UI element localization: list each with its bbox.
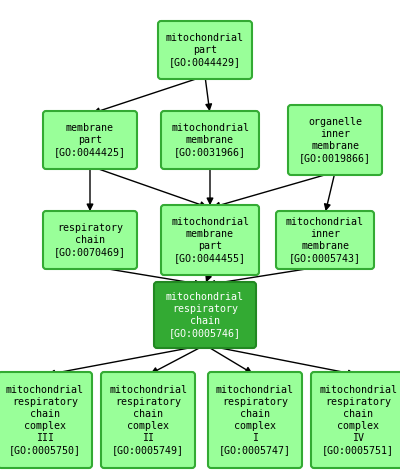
- Text: organelle
inner
membrane
[GO:0019866]: organelle inner membrane [GO:0019866]: [299, 117, 371, 163]
- Text: mitochondrial
membrane
[GO:0031966]: mitochondrial membrane [GO:0031966]: [171, 123, 249, 157]
- Text: mitochondrial
membrane
part
[GO:0044455]: mitochondrial membrane part [GO:0044455]: [171, 217, 249, 263]
- FancyBboxPatch shape: [276, 211, 374, 269]
- FancyBboxPatch shape: [0, 372, 92, 468]
- Text: mitochondrial
respiratory
chain
complex
II
[GO:0005749]: mitochondrial respiratory chain complex …: [109, 385, 187, 455]
- FancyBboxPatch shape: [154, 282, 256, 348]
- Text: mitochondrial
respiratory
chain
complex
I
[GO:0005747]: mitochondrial respiratory chain complex …: [216, 385, 294, 455]
- FancyBboxPatch shape: [208, 372, 302, 468]
- FancyBboxPatch shape: [101, 372, 195, 468]
- Text: mitochondrial
respiratory
chain
complex
IV
[GO:0005751]: mitochondrial respiratory chain complex …: [319, 385, 397, 455]
- Text: mitochondrial
part
[GO:0044429]: mitochondrial part [GO:0044429]: [166, 33, 244, 67]
- Text: mitochondrial
respiratory
chain
[GO:0005746]: mitochondrial respiratory chain [GO:0005…: [166, 292, 244, 338]
- Text: respiratory
chain
[GO:0070469]: respiratory chain [GO:0070469]: [54, 223, 126, 257]
- FancyBboxPatch shape: [161, 111, 259, 169]
- FancyBboxPatch shape: [161, 205, 259, 275]
- FancyBboxPatch shape: [43, 211, 137, 269]
- FancyBboxPatch shape: [288, 105, 382, 175]
- Text: mitochondrial
respiratory
chain
complex
III
[GO:0005750]: mitochondrial respiratory chain complex …: [6, 385, 84, 455]
- Text: membrane
part
[GO:0044425]: membrane part [GO:0044425]: [54, 123, 126, 157]
- Text: mitochondrial
inner
membrane
[GO:0005743]: mitochondrial inner membrane [GO:0005743…: [286, 217, 364, 263]
- FancyBboxPatch shape: [311, 372, 400, 468]
- FancyBboxPatch shape: [43, 111, 137, 169]
- FancyBboxPatch shape: [158, 21, 252, 79]
